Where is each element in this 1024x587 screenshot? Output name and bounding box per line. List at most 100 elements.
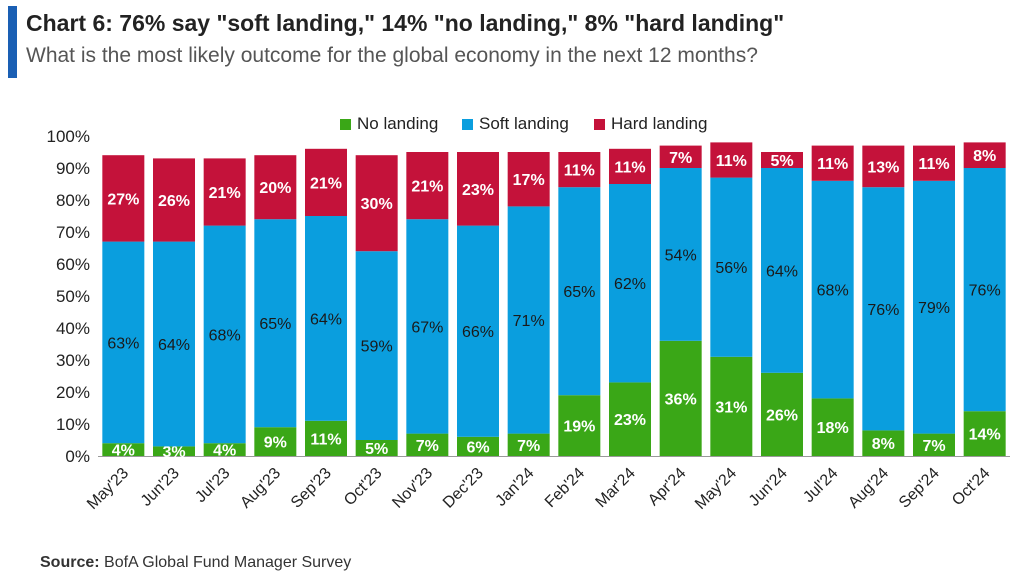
data-label-soft-landing: 65% — [259, 316, 291, 333]
data-label-soft-landing: 66% — [462, 324, 494, 341]
x-tick-label: Dec'23 — [440, 465, 487, 512]
legend-item-no-landing: No landing — [340, 114, 438, 134]
legend-label-hard-landing: Hard landing — [611, 114, 708, 133]
data-label-no-landing: 11% — [310, 431, 341, 448]
data-label-hard-landing: 7% — [669, 150, 692, 167]
x-tick-label: Oct'23 — [341, 465, 385, 509]
bar-segment-hard-landing — [203, 158, 246, 226]
data-label-hard-landing: 11% — [918, 156, 949, 173]
x-tick-label: Jan'24 — [492, 465, 537, 510]
x-tick-label: Jun'23 — [138, 465, 183, 510]
bar-segment-soft-landing — [153, 241, 195, 447]
bar-segment-no-landing — [102, 443, 145, 456]
data-label-no-landing: 7% — [416, 438, 439, 455]
bar-segment-soft-landing — [102, 241, 145, 444]
legend-swatch-no-landing — [340, 118, 351, 130]
bar-segment-soft-landing — [406, 219, 449, 434]
bar-segment-no-landing — [609, 382, 651, 456]
data-label-no-landing: 3% — [162, 444, 185, 461]
x-tick-label: Jul'24 — [800, 465, 841, 506]
bar-segment-hard-landing — [153, 158, 195, 242]
data-label-no-landing: 9% — [264, 435, 287, 452]
bar-segment-no-landing — [659, 340, 702, 456]
bar-segment-no-landing — [913, 433, 955, 456]
title-accent-bar — [8, 6, 17, 78]
data-label-soft-landing: 64% — [310, 311, 342, 328]
data-label-no-landing: 5% — [365, 441, 388, 458]
x-tick-label: Aug'24 — [845, 465, 892, 512]
bar-segment-soft-landing — [913, 180, 955, 434]
data-label-no-landing: 36% — [665, 391, 697, 408]
x-tick-label: Nov'23 — [389, 465, 436, 512]
bar-segment-no-landing — [963, 411, 1006, 456]
legend-swatch-soft-landing — [462, 118, 473, 130]
data-label-no-landing: 4% — [213, 443, 236, 460]
bar-segment-no-landing — [203, 443, 246, 456]
data-label-soft-landing: 56% — [715, 260, 747, 277]
legend-item-soft-landing: Soft landing — [462, 114, 569, 134]
bar-segment-soft-landing — [659, 168, 702, 341]
data-label-soft-landing: 79% — [918, 300, 950, 317]
y-tick-label: 70% — [56, 223, 90, 242]
data-label-soft-landing: 68% — [817, 283, 849, 300]
data-label-soft-landing: 54% — [665, 247, 697, 264]
x-tick-label: Jul'23 — [192, 465, 233, 506]
data-label-soft-landing: 76% — [867, 302, 899, 319]
data-label-soft-landing: 68% — [209, 327, 241, 344]
x-tick-label: May'24 — [692, 465, 740, 513]
data-label-hard-landing: 11% — [564, 163, 595, 180]
bar-segment-no-landing — [254, 427, 297, 456]
data-label-no-landing: 18% — [817, 420, 849, 437]
legend-item-hard-landing: Hard landing — [594, 114, 707, 134]
bar-segment-hard-landing — [406, 152, 449, 220]
y-tick-label: 40% — [56, 319, 90, 338]
bar-segment-hard-landing — [558, 152, 601, 188]
bar-segment-soft-landing — [457, 225, 499, 437]
chart-subtitle: What is the most likely outcome for the … — [26, 44, 758, 67]
data-label-soft-landing: 64% — [158, 337, 190, 354]
x-tick-label: Feb'24 — [542, 465, 588, 511]
bar-segment-soft-landing — [507, 206, 550, 434]
y-tick-label: 0% — [65, 447, 90, 466]
bar-segment-hard-landing — [305, 148, 347, 216]
data-label-hard-landing: 8% — [973, 148, 996, 165]
data-label-no-landing: 23% — [614, 412, 646, 429]
bar-segment-no-landing — [862, 430, 905, 456]
bar-segment-hard-landing — [355, 155, 398, 252]
bar-segment-hard-landing — [862, 145, 905, 188]
bar-segment-soft-landing — [203, 225, 246, 444]
bar-segment-soft-landing — [305, 216, 347, 421]
y-tick-label: 20% — [56, 383, 90, 402]
y-tick-label: 100% — [47, 127, 90, 146]
data-label-hard-landing: 17% — [513, 172, 545, 189]
y-tick-label: 10% — [56, 415, 90, 434]
bar-segment-soft-landing — [963, 168, 1006, 412]
bar-segment-soft-landing — [609, 184, 651, 383]
bar-segment-soft-landing — [558, 187, 601, 396]
bar-segment-no-landing — [811, 398, 854, 456]
legend-swatch-hard-landing — [594, 118, 605, 130]
data-label-hard-landing: 5% — [770, 153, 793, 170]
bar-segment-hard-landing — [254, 155, 297, 220]
bar-segment-hard-landing — [102, 155, 145, 242]
data-label-soft-landing: 59% — [361, 339, 393, 356]
bar-segment-soft-landing — [862, 187, 905, 431]
source-label: Source: — [40, 554, 100, 571]
data-label-hard-landing: 20% — [259, 180, 291, 197]
x-tick-label: Sep'24 — [896, 465, 943, 512]
data-label-soft-landing: 65% — [563, 284, 595, 301]
y-tick-label: 30% — [56, 351, 90, 370]
data-label-hard-landing: 21% — [209, 185, 241, 202]
x-tick-label: Sep'23 — [288, 465, 335, 512]
bar-segment-no-landing — [305, 420, 347, 456]
bar-segment-soft-landing — [761, 168, 803, 373]
bar-segment-no-landing — [457, 436, 499, 456]
data-label-soft-landing: 76% — [969, 283, 1001, 300]
x-tick-label: Jun'24 — [746, 465, 791, 510]
bar-segment-hard-landing — [457, 152, 499, 226]
data-label-hard-landing: 30% — [361, 196, 393, 213]
data-label-soft-landing: 62% — [614, 276, 646, 293]
bar-segment-no-landing — [710, 356, 753, 456]
data-label-hard-landing: 11% — [614, 159, 645, 176]
chart-legend: No landing Soft landing Hard landing — [0, 114, 1024, 134]
